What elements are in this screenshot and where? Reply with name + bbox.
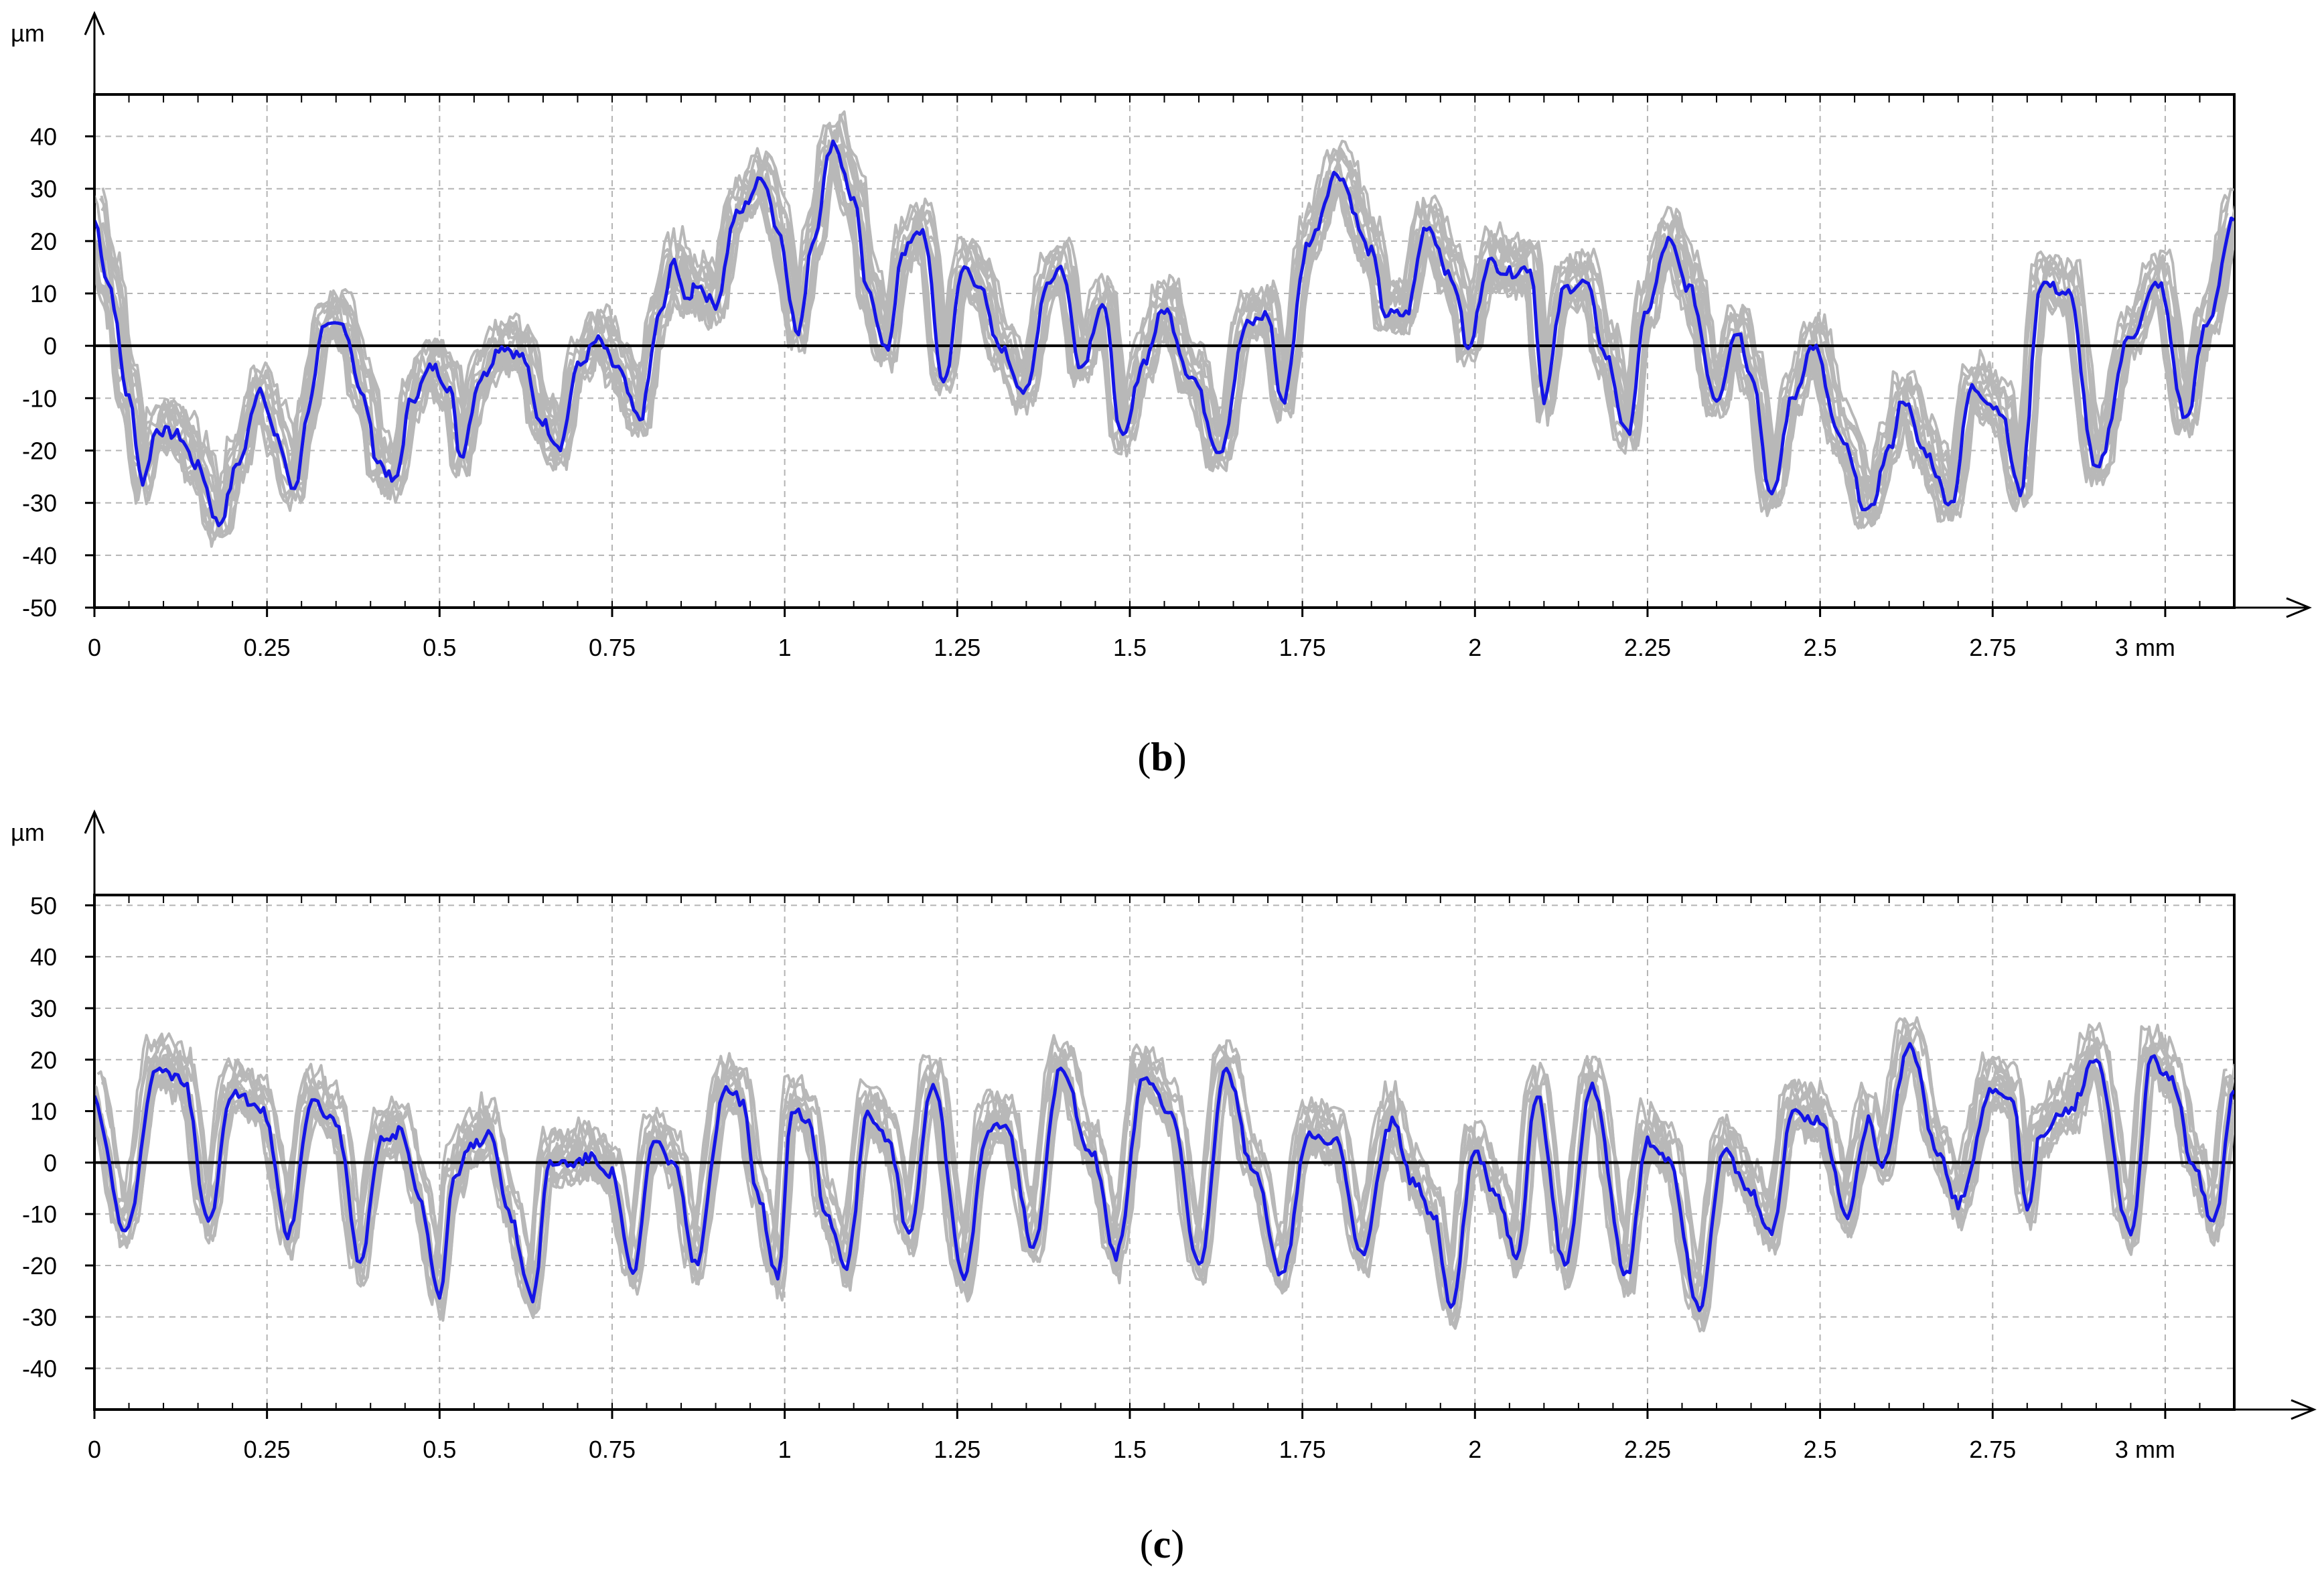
x-tick-label: 2.25 [1624,1436,1671,1463]
y-tick-label: 50 [30,892,57,919]
variation-profile-line [94,1034,2228,1311]
variation-profile-line [97,143,2234,538]
y-tick-label: 10 [30,1098,57,1125]
y-tick-label: 10 [30,280,57,307]
y-unit-label-b: µm [11,19,45,47]
y-tick-label: -50 [22,594,57,622]
profile-chart-b: 40 30 20 10 0 -10 -20 -30 -40 -50 0 0.25 0.5 0.75 1 1.… [11,11,2312,779]
y-tick-label: 30 [30,176,57,203]
y-tick-labels-b: 40 30 20 10 0 -10 -20 -30 -40 -50 [22,123,57,622]
x-tick-label: 0.5 [423,634,456,661]
grid-b [94,94,2234,608]
y-tick-labels-c: 50 40 30 20 10 0 -10 -20 -30 -40 [22,892,57,1382]
x-tick-label: 0.75 [589,634,636,661]
x-tick-label: 0.25 [244,634,291,661]
x-tick-labels-b: 0 0.25 0.5 0.75 1 1.25 1.5 1.75 2 2.25 2.5 2.75 3 mm [88,634,2175,661]
y-tick-label: 0 [44,1149,57,1176]
x-tick-label: 2.75 [1969,1436,2016,1463]
profile-chart-c: 50 40 30 20 10 0 -10 -20 -30 -40 0 0.25 0.5 0.75 1 1.2… [11,809,2317,1566]
variation-profile-line [98,121,2234,510]
y-tick-label: 0 [44,332,57,360]
panel-caption-c: (c) [1140,1522,1185,1566]
x-tick-label: 2 [1468,634,1481,661]
plot-frame-c [93,894,2236,1411]
x-tick-label: 0.75 [589,1436,636,1463]
y-tick-label: -30 [22,1304,57,1331]
x-tick-label: 0.25 [244,1436,291,1463]
x-tick-label: 1 [778,634,792,661]
x-tick-label: 0.5 [423,1436,456,1463]
x-tick-label: 0 [88,1436,101,1463]
variation-profile-line [96,1022,2234,1284]
y-tick-label: 20 [30,1046,57,1074]
x-tick-label: 3 mm [2115,634,2175,661]
y-tick-label: -20 [22,1252,57,1280]
y-tick-label: 40 [30,943,57,971]
x-tick-label: 3 mm [2115,1436,2175,1463]
x-tick-label: 2.75 [1969,634,2016,661]
x-tick-label: 1.75 [1279,634,1326,661]
variation-profile-line [94,149,2229,548]
grid-c [94,895,2234,1410]
x-tick-label: 1.75 [1279,1436,1326,1463]
x-axis-arrow-c [2291,1399,2317,1420]
axis-ticks-c [85,895,2235,1419]
y-tick-label: 30 [30,995,57,1022]
y-tick-label: -40 [22,542,57,569]
x-axis-arrow-b [2286,597,2312,618]
variation-band-c [94,1016,2234,1332]
y-unit-label-c: µm [11,819,45,846]
plot-frame-b [93,93,2236,609]
y-tick-label: -40 [22,1355,57,1383]
y-tick-label: -10 [22,385,57,412]
y-tick-label: -10 [22,1201,57,1228]
x-tick-label: 0 [88,634,101,661]
x-tick-label: 1.25 [934,634,981,661]
x-tick-label: 2.5 [1804,1436,1837,1463]
x-tick-label: 1.5 [1113,634,1147,661]
x-tick-label: 2 [1468,1436,1481,1463]
y-axis-arrow-b [84,11,105,36]
y-tick-label: 40 [30,123,57,151]
y-tick-label: -20 [22,437,57,465]
x-tick-label: 2.5 [1804,634,1837,661]
variation-band-b [94,110,2234,548]
x-tick-label: 1.25 [934,1436,981,1463]
y-tick-label: 20 [30,228,57,255]
axis-ticks-b [85,94,2235,617]
mean-profile-line-c [94,1042,2234,1312]
x-tick-label: 2.25 [1624,634,1671,661]
x-tick-labels-c: 0 0.25 0.5 0.75 1 1.25 1.5 1.75 2 2.25 2.5 2.75 3 mm [88,1436,2175,1463]
panel-caption-b: (b) [1137,735,1186,779]
mean-profile-line-b [94,139,2234,527]
x-tick-label: 1 [778,1436,792,1463]
y-axis-arrow-c [84,809,105,834]
y-tick-label: -30 [22,490,57,517]
x-tick-label: 1.5 [1113,1436,1147,1463]
